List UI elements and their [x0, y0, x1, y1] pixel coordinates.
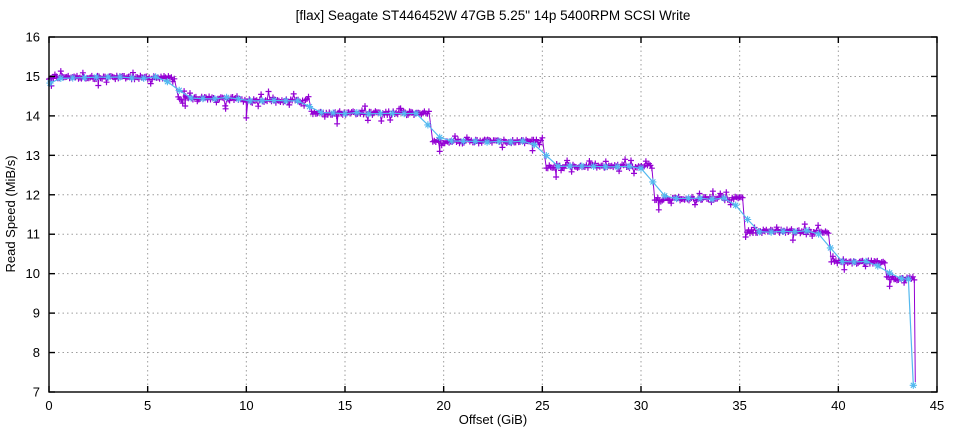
- y-tick-label: 15: [26, 69, 40, 84]
- x-tick-label: 40: [831, 398, 845, 413]
- x-tick-label: 30: [634, 398, 648, 413]
- plot-border: [48, 36, 938, 393]
- x-tick-label: 25: [535, 398, 549, 413]
- x-tick-label: 15: [338, 398, 352, 413]
- y-tick-label: 16: [26, 30, 40, 45]
- y-tick-label: 13: [26, 148, 40, 163]
- raw-series-line: [48, 70, 916, 383]
- chart-title: [flax] Seagate ST446452W 47GB 5.25" 14p …: [296, 8, 691, 23]
- raw-series-plus-markers: [46, 68, 918, 290]
- x-tick-label: 20: [436, 398, 450, 413]
- x-tick-label: 5: [144, 398, 151, 413]
- x-tick-label: 10: [239, 398, 253, 413]
- axes: [48, 36, 938, 393]
- data-series: [46, 68, 918, 389]
- smoothed-series-star-markers: [46, 73, 917, 389]
- y-tick-label: 14: [26, 108, 40, 123]
- y-tick-label: 12: [26, 187, 40, 202]
- y-tick-label: 11: [27, 227, 41, 242]
- y-tick-label: 10: [26, 266, 40, 281]
- y-tick-label: 9: [33, 306, 40, 321]
- tick-labels: 0 5 10 15 20 25 30 35 40 45 7 8 9 10 11 12 13 14 15 16: [26, 30, 945, 414]
- y-axis-label: Read Speed (MiB/s): [3, 155, 18, 272]
- gridlines: [49, 37, 937, 392]
- series-smoothed-average: [46, 73, 917, 389]
- y-tick-label: 7: [33, 385, 40, 400]
- x-tick-label: 0: [45, 398, 52, 413]
- x-axis-label: Offset (GiB): [459, 412, 527, 427]
- x-tick-label: 35: [732, 398, 746, 413]
- x-tick-label: 45: [930, 398, 944, 413]
- y-tick-label: 8: [33, 345, 40, 360]
- series-raw-write-samples: [46, 68, 918, 383]
